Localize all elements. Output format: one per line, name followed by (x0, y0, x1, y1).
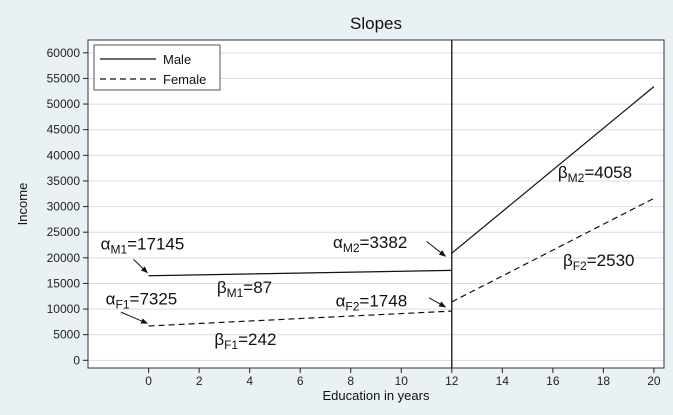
chart-title: Slopes (350, 14, 402, 33)
x-tick-label: 20 (647, 374, 661, 388)
y-tick-label: 50000 (47, 97, 81, 111)
series-lines (148, 40, 655, 368)
annotation-aF1: αF1=7325 (106, 289, 178, 311)
y-tick-label: 45000 (47, 123, 81, 137)
annotation-arrow-aF2 (428, 297, 447, 308)
x-tick-label: 16 (546, 374, 560, 388)
female-line-segment (148, 310, 452, 327)
annotation-arrow-aM2 (426, 241, 447, 257)
male-line-segment (451, 86, 655, 254)
x-tick-label: 6 (297, 374, 304, 388)
x-tick-label: 8 (347, 374, 354, 388)
y-tick-label: 5000 (53, 328, 80, 342)
x-axis-title: Education in years (323, 388, 430, 403)
y-tick-label: 10000 (47, 302, 81, 316)
male-line-segment (148, 269, 452, 277)
y-tick-label: 40000 (47, 148, 81, 162)
y-tick-label: 55000 (47, 71, 81, 85)
legend: Male Female (93, 44, 221, 91)
annotation-bF2: βF2=2530 (563, 251, 635, 273)
gridlines (88, 52, 664, 361)
y-tick-label: 30000 (47, 200, 81, 214)
y-tick-label: 25000 (47, 225, 81, 239)
x-tick-label: 4 (246, 374, 253, 388)
annotations: αM1=17145 βM1=87 αF1=7325 βF1=242 αM2=3382 αF… (101, 163, 635, 352)
annotation-arrow-aM1 (133, 258, 148, 274)
y-tick-label: 15000 (47, 276, 81, 290)
x-tick-label: 12 (445, 374, 459, 388)
x-tick-label: 10 (395, 374, 409, 388)
plot-frame (87, 39, 665, 369)
x-tick-label: 2 (196, 374, 203, 388)
y-axis-title: Income (15, 183, 30, 226)
plot-area (88, 40, 664, 368)
annotation-aM1: αM1=17145 (101, 235, 185, 257)
annotation-bM2: βM2=4058 (558, 163, 632, 185)
y-tick-label: 35000 (47, 174, 81, 188)
annotation-aF2: αF2=1748 (336, 292, 408, 314)
legend-box (93, 44, 221, 91)
x-tick-label: 0 (145, 374, 152, 388)
female-line-segment (451, 197, 655, 303)
annotation-bF1: βF1=242 (214, 330, 276, 352)
y-tick-label: 20000 (47, 251, 81, 265)
annotation-bM1: βM1=87 (217, 278, 272, 300)
x-tick-label: 18 (597, 374, 611, 388)
legend-label-male: Male (163, 52, 191, 67)
axes: 0 5000 10000 15000 20000 25000 30000 35000 40000… (47, 39, 665, 388)
x-tick-label: 14 (496, 374, 510, 388)
annotation-aM2: αM2=3382 (333, 233, 407, 255)
y-tick-label: 0 (73, 353, 80, 367)
annotation-arrow-aF1 (120, 311, 149, 324)
y-tick-label: 60000 (47, 46, 81, 60)
legend-label-female: Female (163, 72, 206, 87)
